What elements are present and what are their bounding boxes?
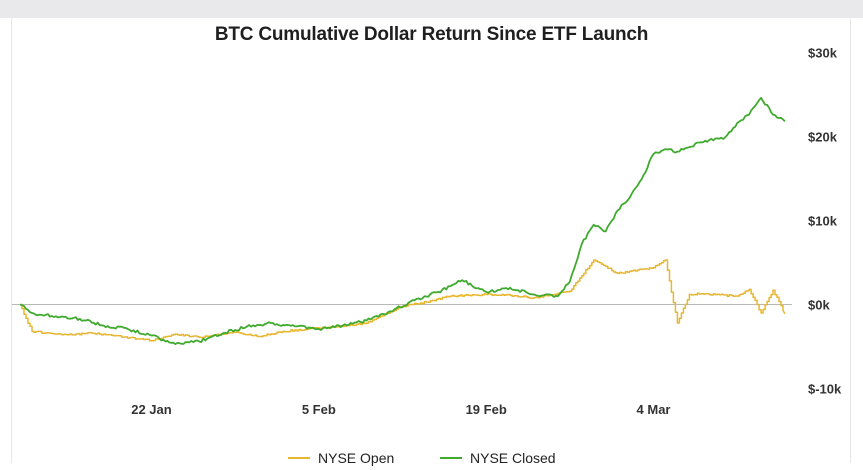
y-tick-label: $10k (808, 214, 838, 229)
y-tick-label: $30k (808, 45, 838, 60)
x-tick-label: 4 Mar (637, 402, 671, 417)
legend-item-closed: NYSE Closed (440, 450, 556, 466)
y-tick-label: $0k (808, 298, 830, 313)
series-line-nyse-open (20, 259, 786, 342)
x-tick-label: 19 Feb (466, 402, 507, 417)
chart-legend: NYSE Open NYSE Closed (0, 450, 863, 470)
y-tick-label: $20k (808, 129, 838, 144)
legend-swatch-open (288, 457, 310, 459)
chart-title: BTC Cumulative Dollar Return Since ETF L… (214, 24, 649, 45)
legend-label-open: NYSE Open (318, 450, 395, 466)
y-tick-label: $-10k (808, 382, 842, 397)
series-line-nyse-closed (19, 96, 786, 345)
legend-swatch-closed (440, 457, 462, 459)
x-tick-label: 5 Feb (302, 402, 336, 417)
top-strip (0, 0, 863, 18)
legend-label-closed: NYSE Closed (470, 450, 556, 466)
legend-item-open: NYSE Open (288, 450, 394, 466)
chart-card (11, 18, 851, 463)
x-tick-label: 22 Jan (131, 402, 172, 417)
